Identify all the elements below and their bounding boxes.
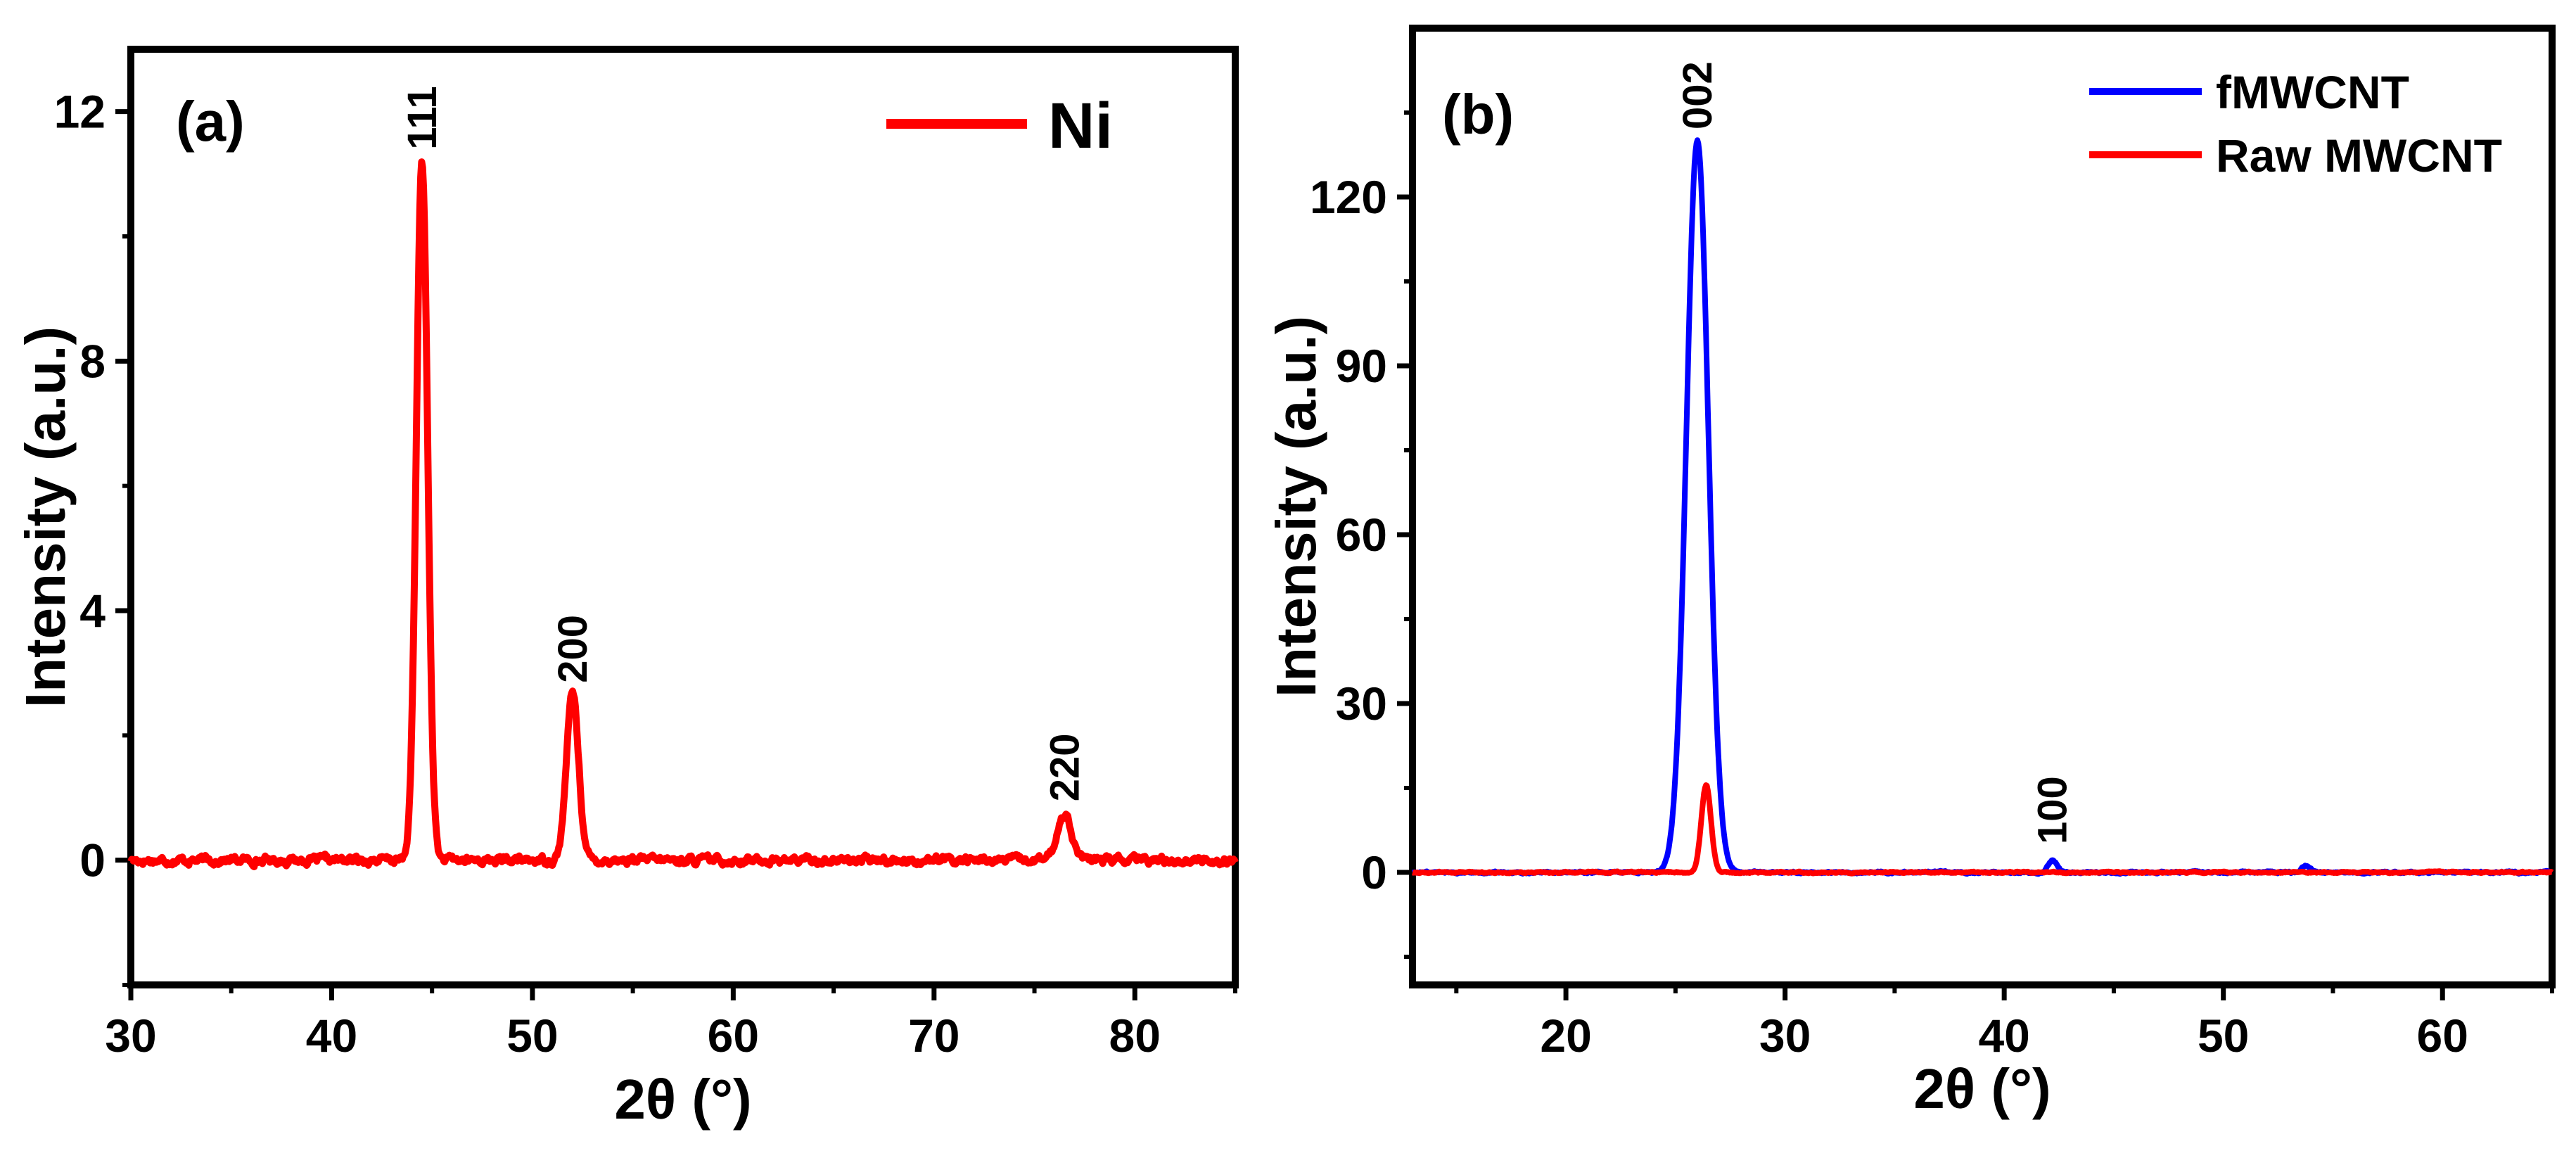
- x-tick-label-b: 20: [1540, 1010, 1591, 1062]
- legend-a: Ni: [886, 90, 1113, 162]
- x-tick-label-a: 60: [708, 1010, 759, 1062]
- series-line-ni: [127, 158, 1239, 870]
- x-tick-label-a: 70: [908, 1010, 959, 1062]
- legend-label-raw-mwcnt: Raw MWCNT: [2216, 129, 2502, 182]
- y-tick-label-a: 12: [54, 86, 106, 138]
- plot-frame-b: [1409, 25, 2556, 988]
- panel-label-a: (a): [176, 90, 245, 153]
- y-tick-label-a: 8: [79, 335, 106, 387]
- y-tick-label-b: 60: [1336, 509, 1387, 561]
- chart-panel-a: 30 40 50 60 70 80 0 4 8 12 111 200 220 (a) 2θ (°) I…: [14, 46, 1239, 1131]
- x-tick-label-a: 50: [506, 1010, 558, 1062]
- series-line-raw-mwcnt: [1410, 782, 2554, 877]
- y-tick-label-a: 0: [79, 834, 106, 886]
- peak-label-002: 002: [1675, 61, 1721, 129]
- chart-panel-b: 20 30 40 50 60 0 30 60 90 120 002 100 (b) 2θ (°) I…: [1265, 25, 2556, 1120]
- x-tick-label-a: 30: [105, 1010, 156, 1062]
- y-tick-label-b: 30: [1336, 677, 1387, 730]
- axis-ticks-a: 30 40 50 60 70 80 0 4 8 12: [54, 86, 1237, 1062]
- y-tick-label-b: 120: [1310, 171, 1387, 223]
- plot-frame-a: [127, 46, 1239, 988]
- peak-label-111: 111: [400, 86, 445, 149]
- peak-annotations-a: 111 200 220: [400, 86, 1088, 801]
- y-tick-label-a: 4: [79, 585, 106, 637]
- x-tick-label-b: 40: [1978, 1010, 2029, 1062]
- x-axis-title-b: 2θ (°): [1913, 1057, 2051, 1120]
- y-tick-label-b: 0: [1361, 846, 1387, 898]
- panel-label-b: (b): [1442, 83, 1514, 146]
- y-axis-title-b: Intensity (a.u.): [1265, 316, 1327, 697]
- x-axis-title-a: 2θ (°): [614, 1068, 751, 1131]
- legend-b: fMWCNT Raw MWCNT: [2089, 66, 2502, 182]
- peak-annotations-b: 002 100: [1675, 61, 2076, 844]
- x-tick-label-a: 40: [306, 1010, 357, 1062]
- y-axis-title-a: Intensity (a.u.): [14, 326, 77, 708]
- legend-label-ni: Ni: [1048, 90, 1113, 162]
- x-tick-label-b: 50: [2198, 1010, 2249, 1062]
- peak-label-100: 100: [2030, 776, 2076, 844]
- peak-label-200: 200: [550, 615, 596, 683]
- legend-label-fmwcnt: fMWCNT: [2216, 66, 2409, 118]
- x-tick-label-a: 80: [1109, 1010, 1161, 1062]
- x-tick-label-b: 60: [2417, 1010, 2468, 1062]
- x-tick-label-b: 30: [1759, 1010, 1811, 1062]
- series-line-fmwcnt: [1410, 137, 2554, 877]
- y-tick-label-b: 90: [1336, 340, 1387, 392]
- peak-label-220: 220: [1042, 734, 1088, 802]
- axis-ticks-b: 20 30 40 50 60 0 30 60 90 120: [1310, 110, 2554, 1062]
